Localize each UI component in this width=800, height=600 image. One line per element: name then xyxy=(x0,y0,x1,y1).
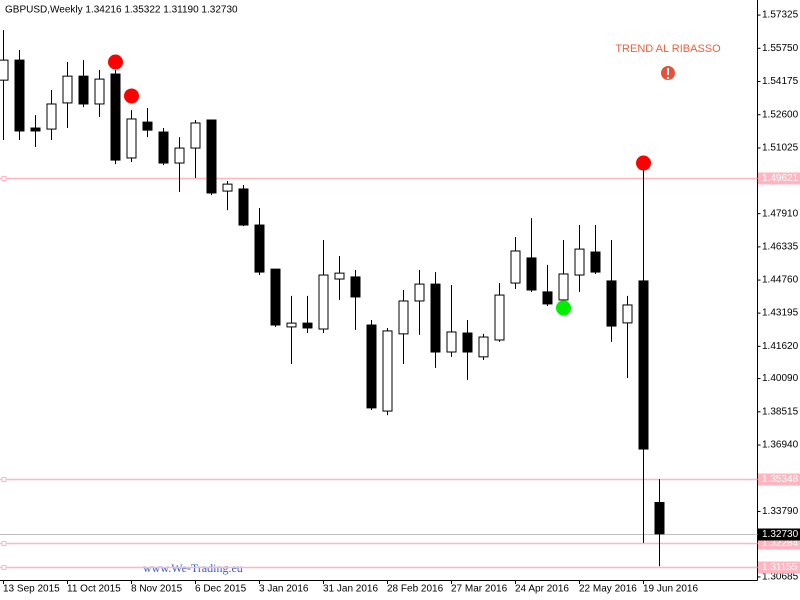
candle-body xyxy=(638,280,649,450)
level-anchor xyxy=(1,176,7,181)
candle-body xyxy=(590,251,601,273)
x-tick-label: 28 Feb 2016 xyxy=(387,584,444,595)
candle-body xyxy=(158,131,169,164)
last-price-label: 1.32730 xyxy=(762,529,799,540)
x-tick-label: 8 Nov 2015 xyxy=(131,584,183,595)
level-label: 1.49621 xyxy=(762,173,799,184)
level-label: 1.32284 xyxy=(762,538,799,549)
candle-body xyxy=(30,127,41,132)
level-anchor xyxy=(1,565,7,570)
candle-body xyxy=(46,103,57,130)
candle-body xyxy=(526,257,537,291)
x-tick-label: 19 Jun 2016 xyxy=(643,584,698,595)
candle-body xyxy=(398,300,409,335)
candle-body xyxy=(622,304,633,324)
candle-body xyxy=(574,248,585,276)
candle-body xyxy=(510,250,521,284)
candle-body xyxy=(78,75,89,105)
last-price-box xyxy=(758,528,800,541)
candle-body xyxy=(478,336,489,358)
candle-body xyxy=(174,147,185,164)
x-tick-label: 24 Apr 2016 xyxy=(515,584,569,595)
candle-body xyxy=(430,283,441,353)
candle-body xyxy=(414,283,425,302)
x-tick-label: 27 Mar 2016 xyxy=(451,584,508,595)
candle-body xyxy=(494,294,505,341)
x-tick-label: 31 Jan 2016 xyxy=(323,584,378,595)
y-tick-label: 1.54175 xyxy=(762,76,799,87)
y-tick-label: 1.47910 xyxy=(762,208,799,219)
candle-body xyxy=(270,268,281,326)
candle-body xyxy=(0,59,9,81)
candle-body xyxy=(206,119,217,194)
y-tick-label: 1.41620 xyxy=(762,341,799,352)
x-tick-label: 22 May 2016 xyxy=(579,584,637,595)
x-tick-label: 3 Jan 2016 xyxy=(259,584,309,595)
y-tick-label: 1.44760 xyxy=(762,275,799,286)
level-label-box xyxy=(758,561,800,574)
candle-body xyxy=(190,122,201,149)
candle-body xyxy=(142,121,153,131)
signal-dot xyxy=(556,300,571,316)
candle-body xyxy=(558,273,569,301)
y-tick-label: 1.40090 xyxy=(762,373,799,384)
y-tick-label: 1.52600 xyxy=(762,109,799,120)
chart-title: GBPUSD,Weekly 1.34216 1.35322 1.31190 1.… xyxy=(5,5,238,16)
candle-body xyxy=(62,75,73,104)
y-tick-label: 1.36940 xyxy=(762,440,799,451)
signal-dot xyxy=(108,54,123,70)
x-tick-label: 6 Dec 2015 xyxy=(195,584,247,595)
candle-body xyxy=(238,188,249,226)
candle-body xyxy=(654,501,665,535)
annotation: TREND AL RIBASSO xyxy=(615,43,721,55)
candle-body xyxy=(350,276,361,298)
candle-body xyxy=(462,332,473,353)
y-tick-label: 1.33790 xyxy=(762,506,799,517)
level-anchor xyxy=(1,541,7,546)
candle-body xyxy=(334,272,345,280)
candle-body xyxy=(542,291,553,305)
candle-body xyxy=(254,224,265,273)
candle-body xyxy=(318,274,329,330)
x-tick-label: 11 Oct 2015 xyxy=(67,584,121,595)
y-tick-label: 1.38515 xyxy=(762,406,799,417)
signal-dot xyxy=(124,88,139,104)
level-label: 1.31155 xyxy=(762,562,798,573)
y-tick-label: 1.46335 xyxy=(762,242,799,253)
y-tick-label: 1.30685 xyxy=(762,572,799,583)
candle-body xyxy=(606,280,617,327)
level-label-box xyxy=(758,172,800,185)
candle-body xyxy=(366,324,377,409)
candle-body xyxy=(126,118,137,159)
candle-body xyxy=(110,73,121,161)
level-anchor xyxy=(1,477,7,482)
candle-body xyxy=(14,59,25,132)
signal-dot xyxy=(636,155,651,171)
y-tick-label: 1.55750 xyxy=(762,43,799,54)
candle-body xyxy=(286,322,297,328)
candle-body xyxy=(222,183,233,192)
x-tick-label: 13 Sep 2015 xyxy=(3,584,60,595)
alert-dot xyxy=(666,76,670,80)
level-label: 1.35348 xyxy=(762,474,799,485)
candle-body xyxy=(446,331,457,353)
candle-body xyxy=(382,330,393,412)
candle-body xyxy=(94,78,105,105)
y-tick-label: 1.57325 xyxy=(762,10,799,21)
alert-icon xyxy=(661,66,675,80)
level-label-box xyxy=(758,473,800,486)
y-tick-label: 1.51025 xyxy=(762,143,799,154)
candle-body xyxy=(302,322,313,329)
y-tick-label: 1.43195 xyxy=(762,308,799,319)
